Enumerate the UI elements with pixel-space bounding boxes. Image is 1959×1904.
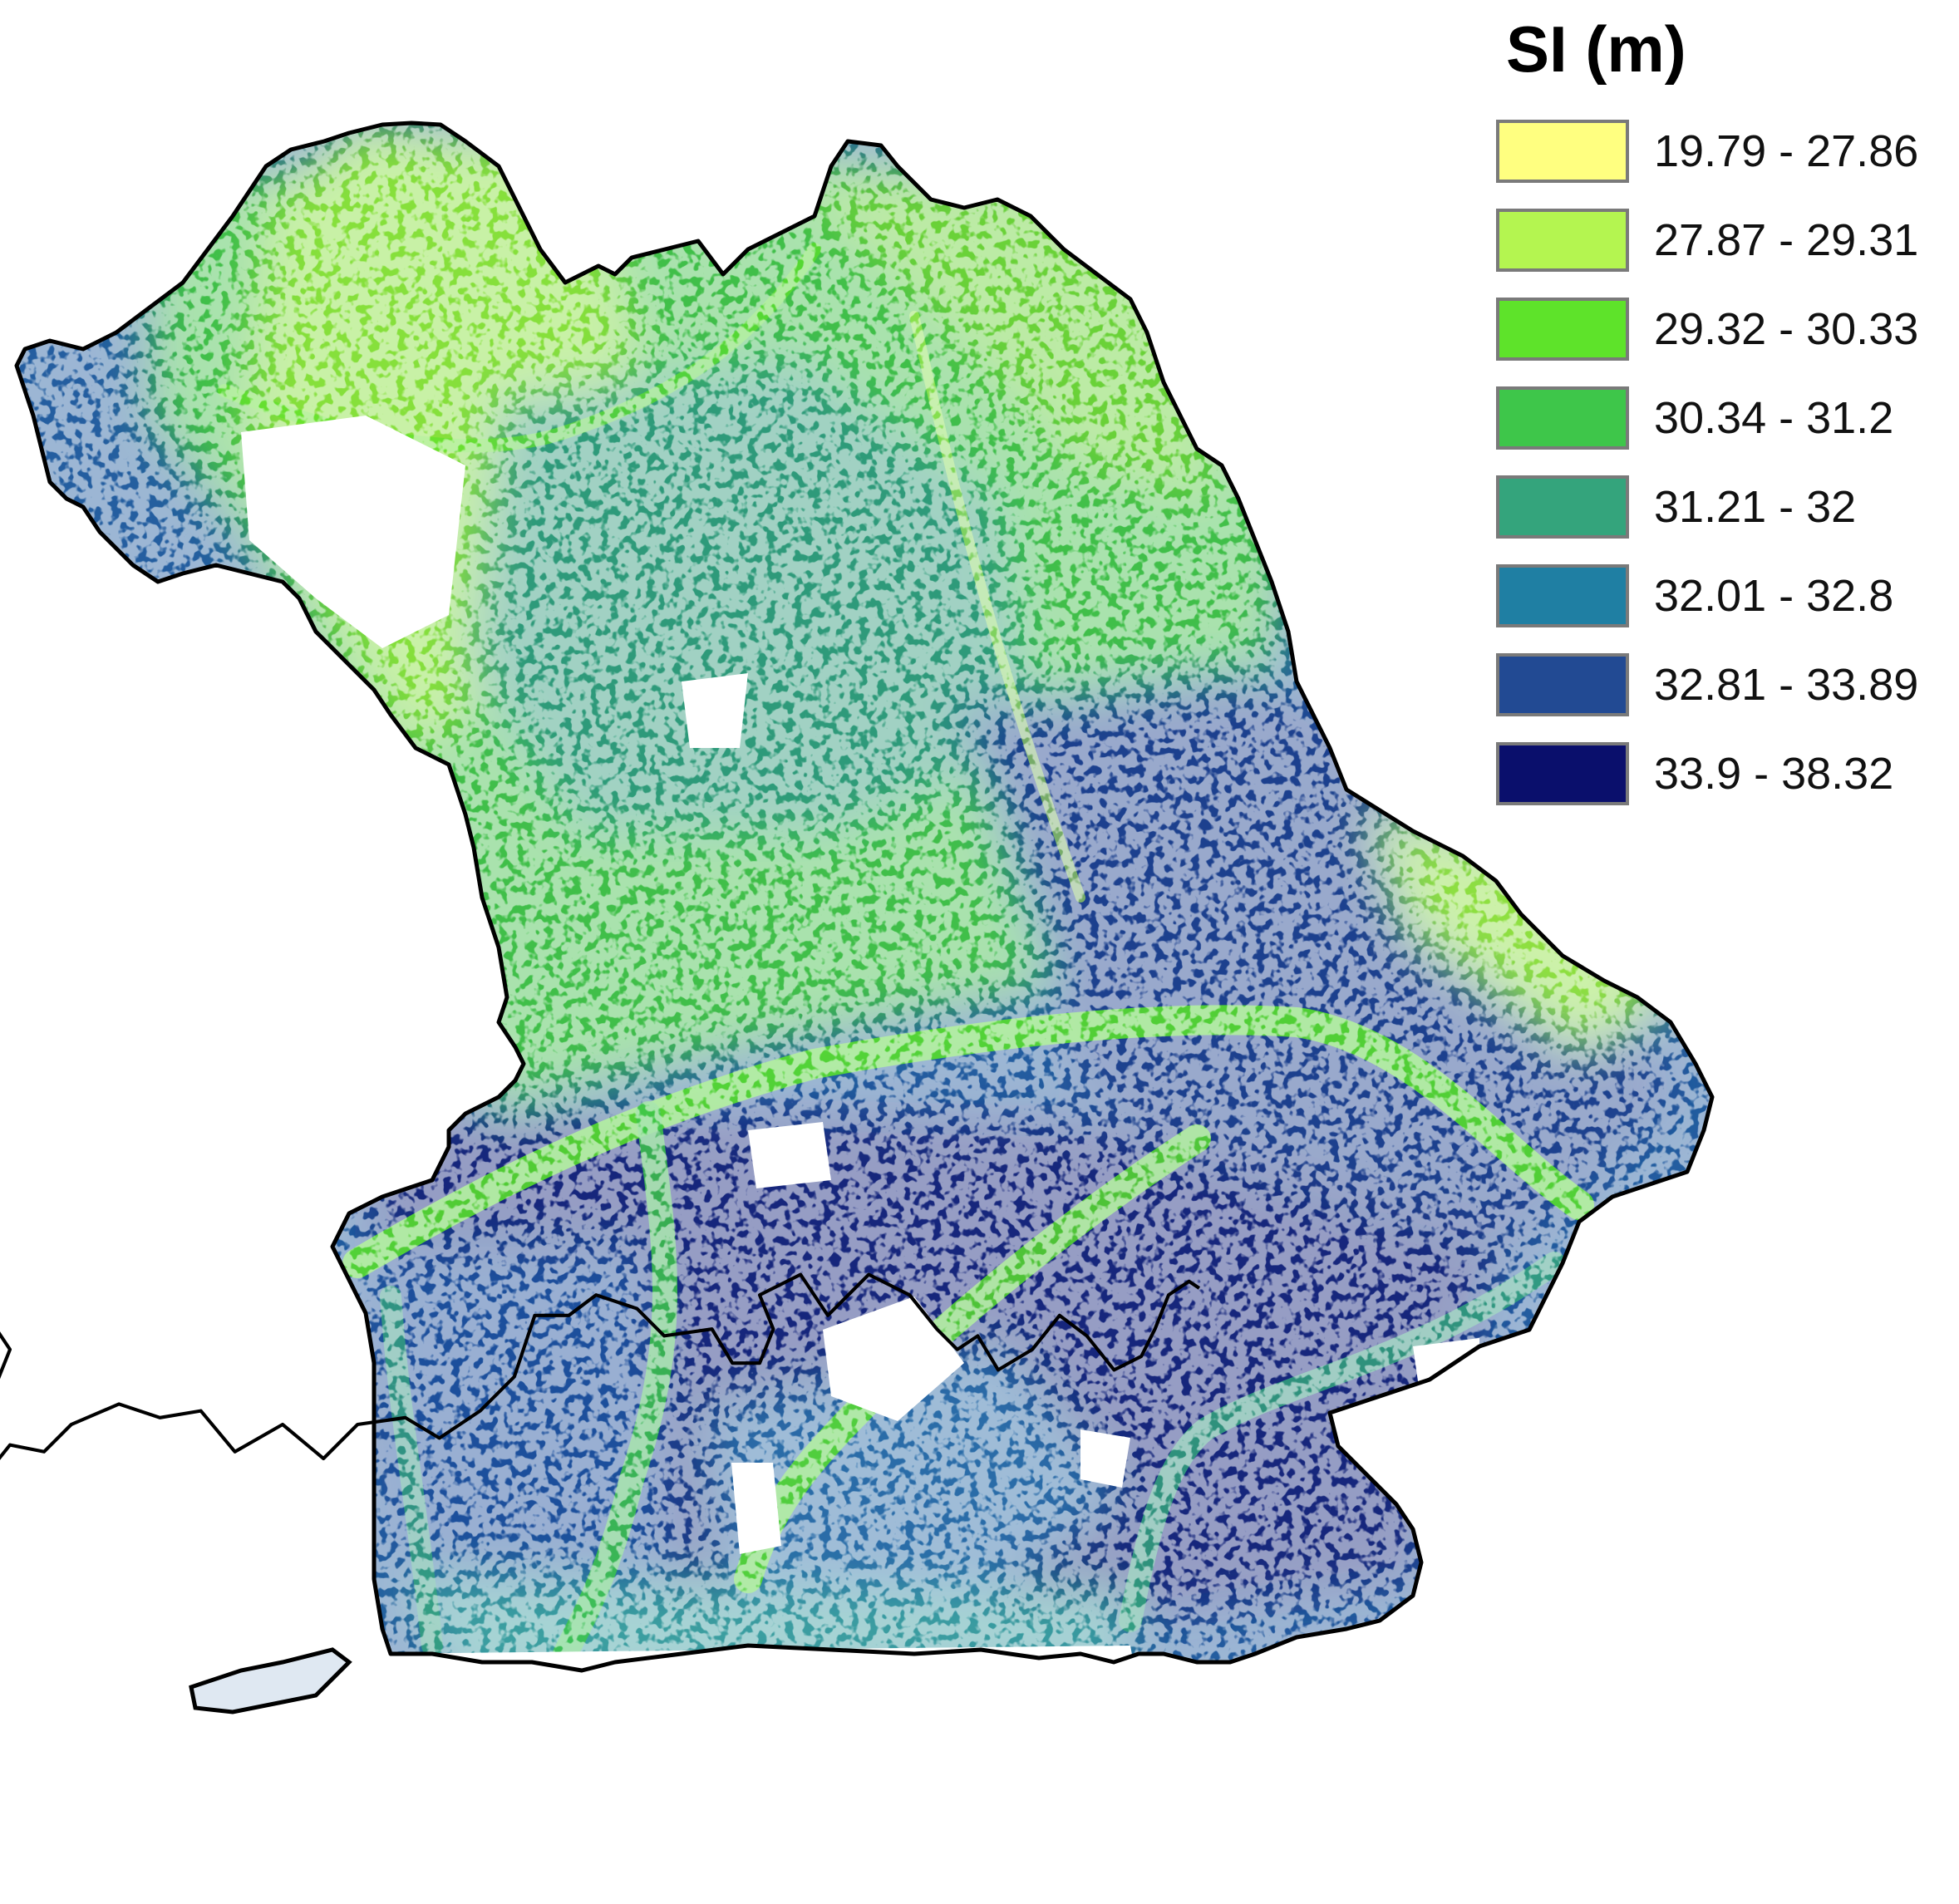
- legend: SI (m) 19.79 - 27.86 27.87 - 29.31 29.32 -…: [1496, 17, 1945, 829]
- alpine-boundary: [0, 1272, 1201, 1461]
- legend-swatch: [1496, 742, 1629, 805]
- legend-label: 32.01 - 32.8: [1654, 571, 1894, 621]
- legend-item: 19.79 - 27.86: [1496, 118, 1945, 184]
- legend-label: 27.87 - 29.31: [1654, 215, 1919, 265]
- nodata-east: [1413, 1338, 1479, 1405]
- legend-swatch: [1496, 564, 1629, 627]
- legend-item: 30.34 - 31.2: [1496, 385, 1945, 451]
- lindau-area: [189, 1647, 352, 1715]
- legend-swatch: [1496, 653, 1629, 716]
- legend-list: 19.79 - 27.86 27.87 - 29.31 29.32 - 30.33 3…: [1496, 118, 1945, 807]
- legend-label: 33.9 - 38.32: [1654, 749, 1894, 799]
- nodata-nuremberg: [682, 673, 748, 748]
- legend-label: 19.79 - 27.86: [1654, 126, 1919, 176]
- legend-swatch: [1496, 475, 1629, 539]
- legend-label: 30.34 - 31.2: [1654, 393, 1894, 443]
- state-boundary: [14, 121, 1715, 1673]
- nodata-alps: [374, 1646, 1147, 1670]
- legend-swatch: [1496, 386, 1629, 450]
- nodata-south-b: [731, 1463, 781, 1554]
- nodata-south-c: [1080, 1429, 1130, 1488]
- legend-swatch: [1496, 120, 1629, 183]
- legend-item: 32.01 - 32.8: [1496, 563, 1945, 629]
- legend-item: 31.21 - 32: [1496, 474, 1945, 540]
- legend-item: 27.87 - 29.31: [1496, 207, 1945, 273]
- legend-item: 29.32 - 30.33: [1496, 296, 1945, 362]
- nodata-munich: [748, 1122, 831, 1188]
- legend-item: 32.81 - 33.89: [1496, 652, 1945, 718]
- legend-swatch: [1496, 298, 1629, 361]
- nodata-spessart: [241, 416, 465, 648]
- legend-label: 32.81 - 33.89: [1654, 660, 1919, 710]
- legend-title: SI (m): [1506, 12, 1686, 86]
- legend-swatch: [1496, 209, 1629, 272]
- legend-item: 33.9 - 38.32: [1496, 740, 1945, 807]
- legend-label: 31.21 - 32: [1654, 482, 1857, 532]
- nodata-south-a: [823, 1296, 964, 1421]
- legend-label: 29.32 - 30.33: [1654, 304, 1919, 354]
